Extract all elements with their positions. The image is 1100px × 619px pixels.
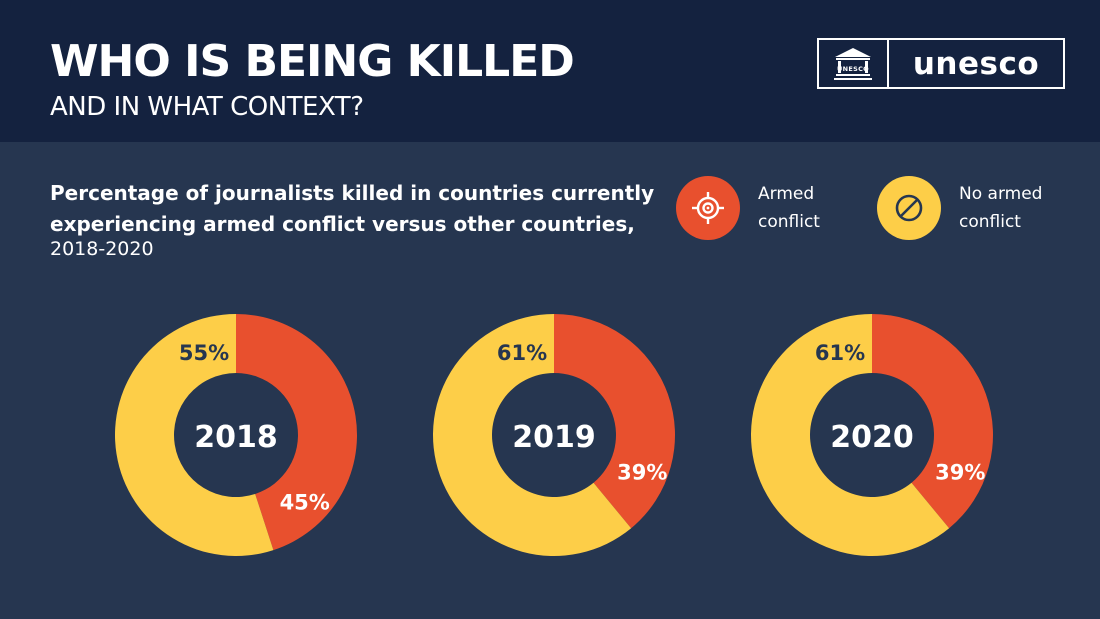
donut-year-label-2018: 2018 [194,420,278,455]
armed-conflict-percent-2020: 39% [935,460,985,484]
no-armed-conflict-percent-2018: 55% [179,341,229,365]
temple-emblem-icon: UNESCO [819,40,889,87]
prohibited-icon [877,176,941,240]
no-armed-conflict-percent-2020: 61% [815,341,865,365]
slice-armed-conflict-2018 [236,314,357,551]
slice-no-armed-conflict-2020 [750,314,950,556]
donut-year-label-2019: 2019 [512,420,596,455]
legend-item-armed-conflict: Armed conflict [676,176,848,240]
page-subtitle: AND IN WHAT CONTEXT? [50,92,364,122]
donut-year-label-2020: 2020 [830,420,914,455]
page-title: WHO IS BEING KILLED [50,36,575,87]
header-banner: WHO IS BEING KILLED AND IN WHAT CONTEXT?… [0,0,1100,142]
logo-wordmark: unesco [912,45,1040,82]
slice-armed-conflict-2020 [872,314,993,529]
chart-subtitle: 2018-2020 [50,238,154,260]
donut-charts: 2018 45% 55% 2019 39% 61% 2020 39% 61% [114,314,993,556]
slice-armed-conflict-2019 [554,314,675,529]
chart-title-line2: experiencing armed conflict versus other… [50,212,635,236]
unesco-logo: UNESCO unesco [817,38,1065,89]
armed-conflict-percent-2018: 45% [280,490,330,514]
armed-conflict-percent-2019: 39% [617,460,667,484]
legend-label-armed-conflict: Armed conflict [758,184,820,232]
logo-emblem-text: UNESCO [837,65,869,73]
legend-item-no-armed-conflict: No armed conflict [877,176,1049,240]
slice-no-armed-conflict-2018 [114,314,274,556]
legend-label-no-armed-conflict: No armed conflict [959,184,1043,232]
target-icon [676,176,740,240]
chart-title-line1: Percentage of journalists killed in coun… [50,181,655,205]
slice-no-armed-conflict-2019 [432,314,632,556]
chart-title: Percentage of journalists killed in coun… [50,178,654,240]
no-armed-conflict-percent-2019: 61% [497,341,547,365]
